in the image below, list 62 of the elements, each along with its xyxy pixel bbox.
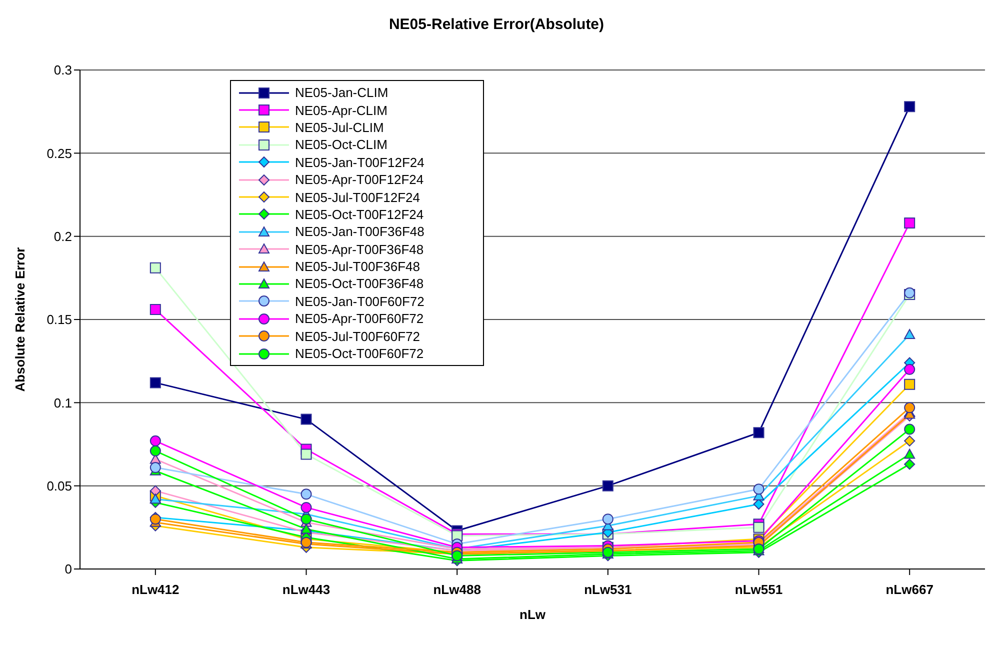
point <box>904 448 916 459</box>
legend-label: NE05-Jan-T00F60F72 <box>295 294 424 309</box>
point <box>300 414 312 425</box>
point <box>753 498 764 510</box>
point <box>150 377 161 388</box>
point <box>904 424 916 435</box>
point <box>904 364 916 375</box>
legend-label: NE05-Apr-CLIM <box>295 102 388 118</box>
legend-label: NE05-Apr-T00F36F48 <box>295 242 424 257</box>
point <box>904 458 916 470</box>
point <box>753 484 764 495</box>
y-tick-label: 0.3 <box>54 62 72 78</box>
legend-label: NE05-Jul-T00F12F24 <box>295 190 420 205</box>
point <box>904 218 916 229</box>
legend-label: NE05-Jan-CLIM <box>295 85 388 100</box>
x-tick-label: nLw531 <box>584 582 632 598</box>
x-tick-label: nLw443 <box>282 582 330 598</box>
point <box>150 494 161 504</box>
chart-title: NE05-Relative Error(Absolute) <box>388 16 606 33</box>
y-tick-label: 0.1 <box>54 395 72 410</box>
point <box>904 101 916 112</box>
y-tick-label: 0.05 <box>46 478 72 494</box>
point <box>602 514 614 525</box>
y-tick-label: 0 <box>64 562 72 577</box>
legend-label: NE05-Jul-CLIM <box>295 120 384 135</box>
point <box>150 262 161 274</box>
x-tick-label: nLw488 <box>433 582 481 598</box>
point <box>300 488 312 500</box>
point <box>602 480 614 492</box>
x-tick-label: nLw412 <box>132 582 180 598</box>
legend-label: NE05-Apr-T00F12F24 <box>295 172 424 188</box>
legend-label: NE05-Oct-T00F36F48 <box>295 276 424 292</box>
point <box>300 502 312 513</box>
point <box>300 514 312 525</box>
point <box>300 448 312 460</box>
x-tick-label: nLw551 <box>734 582 783 598</box>
point <box>150 462 161 474</box>
y-tick-label: 0.25 <box>46 146 72 161</box>
y-tick-label: 0.15 <box>46 312 72 328</box>
point <box>904 328 916 339</box>
point <box>300 524 312 534</box>
legend-label: NE05-Jan-T00F12F24 <box>295 154 424 170</box>
legend-label: NE05-Oct-CLIM <box>295 137 388 152</box>
legend-label: NE05-Oct-T00F12F24 <box>295 206 424 222</box>
point <box>904 378 916 390</box>
point <box>753 427 764 438</box>
x-axis-title: nLw <box>520 607 546 622</box>
x-tick-label: nLw667 <box>886 582 934 598</box>
point <box>753 522 764 533</box>
point <box>150 445 161 456</box>
point <box>904 402 916 414</box>
point <box>150 485 161 496</box>
point <box>150 304 161 316</box>
legend-label: NE05-Jul-T00F60F72 <box>295 328 420 344</box>
legend-label: NE05-Jul-T00F36F48 <box>295 259 420 274</box>
legend-label: NE05-Jan-T00F36F48 <box>295 224 424 240</box>
legend-label: NE05-Oct-T00F60F72 <box>295 346 424 362</box>
legend-label: NE05-Apr-T00F60F72 <box>295 311 424 326</box>
point <box>904 435 916 446</box>
y-axis-title: Absolute Relative Error <box>12 247 28 392</box>
y-tick-label: 0.2 <box>54 228 72 244</box>
point <box>150 435 161 446</box>
